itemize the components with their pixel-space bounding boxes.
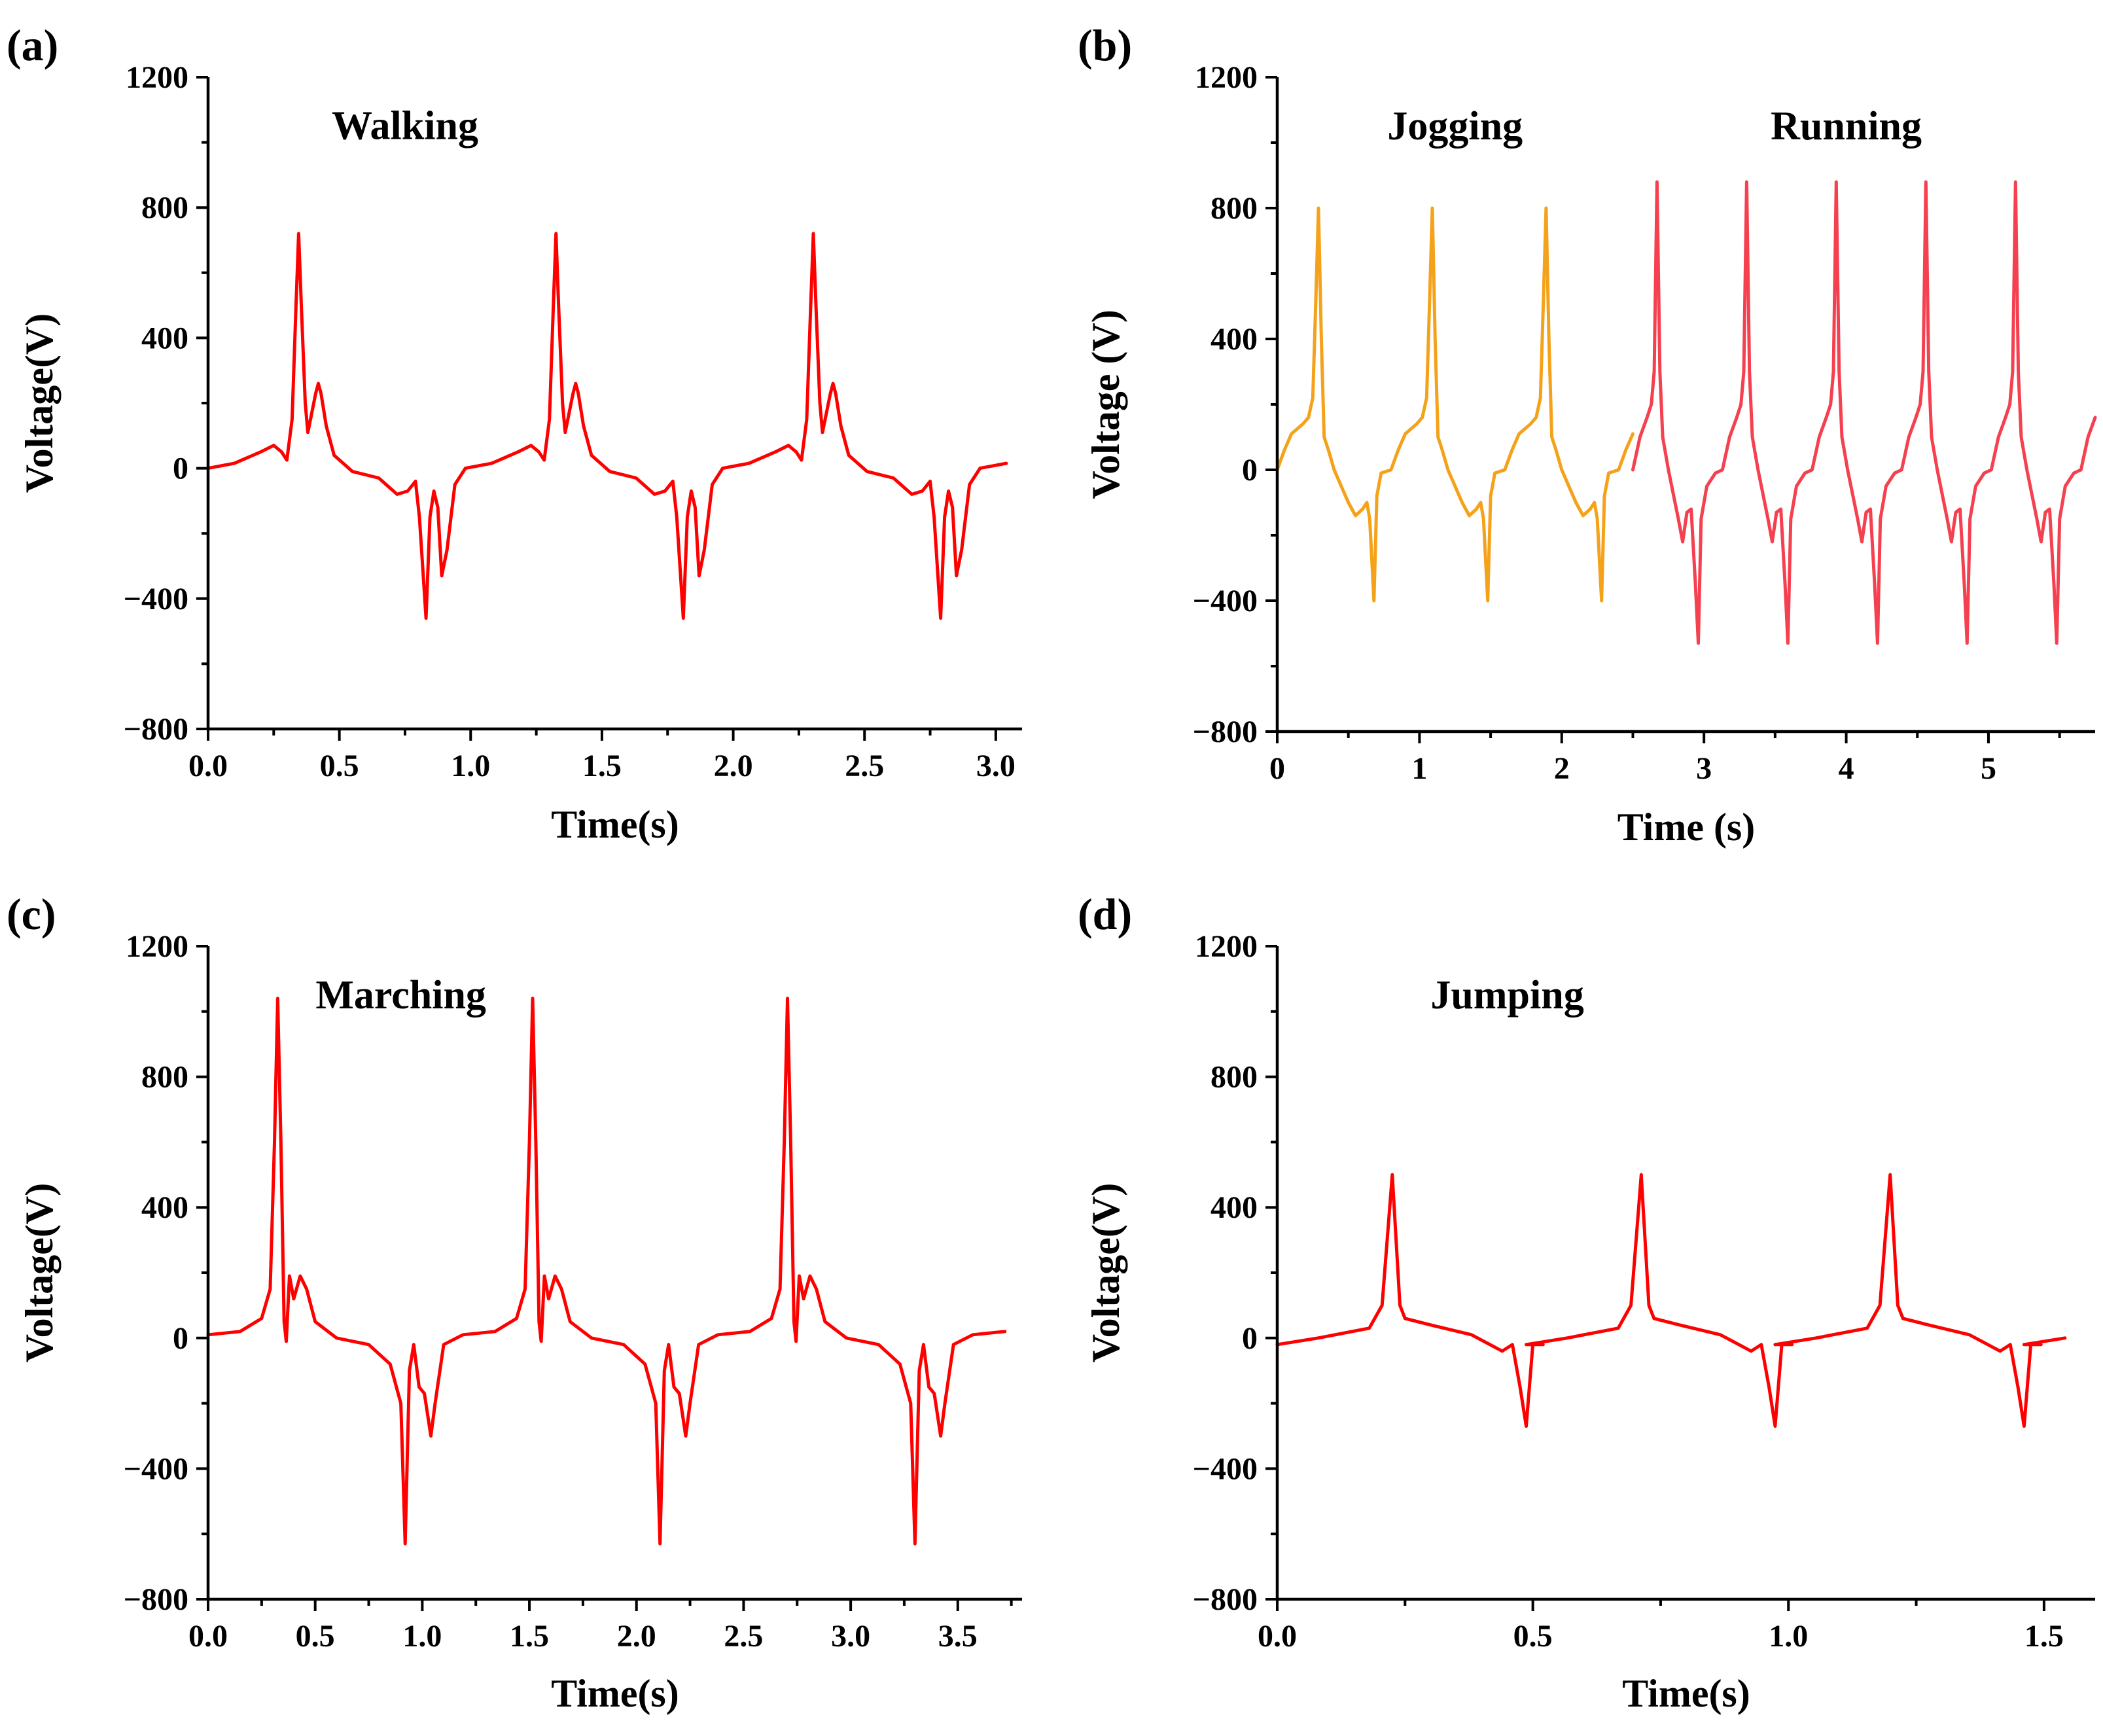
panel-c: 0.0 0.5 1.0 1.5 2.0 2.5 3.0 3.5 −800 −400 0 400 800 1… [7, 889, 1022, 1715]
panel-label: (a) [7, 20, 58, 70]
x-tick-label: 3.0 [976, 749, 1016, 783]
panel-label: (c) [7, 889, 56, 939]
series-line-jumping [1275, 1173, 2067, 1428]
y-axis-title: Voltage(V) [18, 313, 61, 493]
y-tick-label: 0 [173, 1321, 188, 1356]
x-tick-label: 0.0 [1258, 1619, 1297, 1654]
y-tick-label: 1200 [1195, 60, 1258, 95]
y-tick-label: −800 [124, 712, 188, 747]
y-tick-label: −400 [1193, 584, 1258, 618]
x-tick-label: 1.0 [402, 1619, 442, 1654]
x-tick-label: 2.5 [724, 1619, 763, 1654]
y-axis-title: Voltage (V) [1084, 310, 1127, 499]
y-tick-label: −800 [1193, 1582, 1258, 1617]
annotation-label: Walking [332, 104, 478, 149]
x-axis-title: Time(s) [551, 1672, 679, 1715]
y-tick-label: 1200 [126, 929, 188, 964]
panel-d: 0.0 0.5 1.0 1.5 −800 −400 0 400 800 1200 Time(s) Vo… [1078, 889, 2095, 1715]
x-axis-title: Time(s) [551, 803, 679, 846]
x-tick-label: 5 [1981, 751, 1996, 786]
panel-a: 0.0 0.5 1.0 1.5 2.0 2.5 3.0 −800 −400 0 400 800 1200… [7, 20, 1022, 846]
x-tick-label: 1.5 [2024, 1619, 2064, 1654]
x-tick-label: 2.0 [714, 749, 753, 783]
x-tick-label: 0.5 [296, 1619, 335, 1654]
series-line-walking [206, 232, 1008, 620]
x-tick-label: 1.0 [1769, 1619, 1808, 1654]
y-tick-label: 800 [141, 1060, 188, 1095]
x-axis-title: Time (s) [1617, 806, 1756, 849]
x-tick-label: 2.5 [845, 749, 884, 783]
panel-label: (b) [1078, 20, 1132, 70]
x-tick-label: 0.5 [1513, 1619, 1553, 1654]
series-line-marching [206, 997, 1007, 1546]
y-tick-label: 800 [1211, 1060, 1258, 1095]
y-tick-label: 0 [173, 452, 188, 486]
x-tick-label: 0.0 [188, 1619, 228, 1654]
y-tick-label: −800 [1193, 715, 1258, 749]
y-tick-label: 400 [1211, 1190, 1258, 1225]
y-tick-label: −400 [124, 582, 188, 616]
x-tick-label: 2 [1554, 751, 1570, 786]
series-line-running [1631, 180, 2097, 645]
annotation-label: Jogging [1387, 104, 1523, 149]
panel-label: (d) [1078, 889, 1132, 939]
x-tick-label: 3.5 [938, 1619, 978, 1654]
annotation-label: Running [1771, 104, 1922, 149]
panel-b: 0 1 2 3 4 5 −800 −400 0 400 800 1200 Time (s) Voltage… [1078, 20, 2097, 849]
x-tick-label: 3.0 [831, 1619, 870, 1654]
x-tick-label: 0 [1269, 751, 1285, 786]
y-tick-label: 800 [1211, 191, 1258, 226]
y-tick-label: 400 [141, 321, 188, 355]
x-axis-title: Time(s) [1622, 1672, 1750, 1715]
y-tick-label: 1200 [1195, 929, 1258, 964]
y-axis-title: Voltage(V) [18, 1183, 61, 1362]
y-tick-label: −400 [124, 1451, 188, 1486]
x-tick-label: 0.0 [188, 749, 228, 783]
y-tick-label: −800 [124, 1582, 188, 1617]
series-line-jogging [1275, 206, 1635, 603]
x-tick-label: 1 [1411, 751, 1427, 786]
x-tick-label: 0.5 [320, 749, 359, 783]
x-tick-label: 1.5 [582, 749, 622, 783]
x-tick-label: 1.5 [510, 1619, 549, 1654]
y-axis-title: Voltage(V) [1084, 1183, 1127, 1362]
y-tick-label: 800 [141, 190, 188, 225]
x-tick-label: 2.0 [617, 1619, 656, 1654]
x-tick-label: 3 [1696, 751, 1712, 786]
y-tick-label: −400 [1193, 1451, 1258, 1486]
x-tick-label: 4 [1839, 751, 1854, 786]
y-tick-label: 400 [1211, 322, 1258, 357]
x-tick-label: 1.0 [451, 749, 490, 783]
y-tick-label: 0 [1242, 453, 1258, 487]
annotation-label: Marching [315, 973, 486, 1018]
y-tick-label: 400 [141, 1190, 188, 1225]
y-tick-label: 1200 [126, 60, 188, 95]
annotation-label: Jumping [1430, 973, 1583, 1018]
y-tick-label: 0 [1242, 1321, 1258, 1356]
